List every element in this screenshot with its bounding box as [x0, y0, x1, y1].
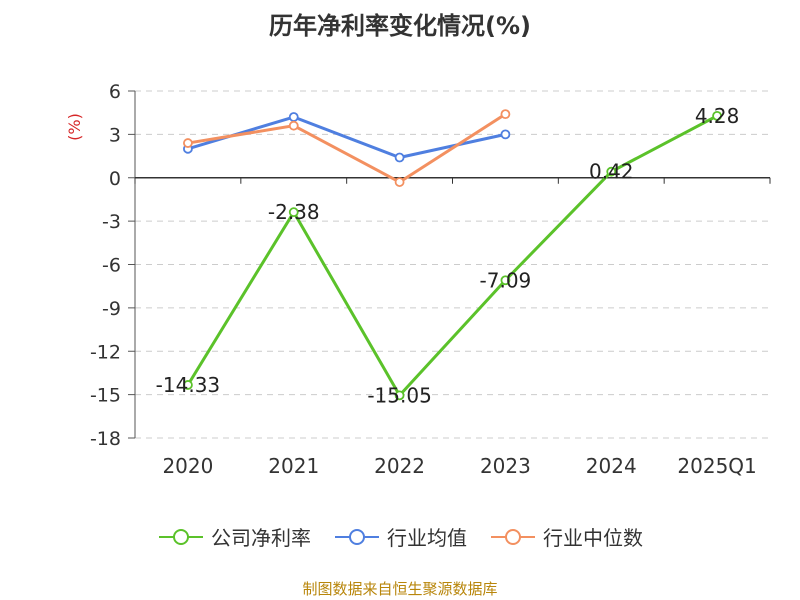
legend-label: 行业中位数 [543, 526, 643, 550]
data-point [183, 380, 193, 390]
y-tick-label: 0 [109, 168, 121, 190]
data-point [183, 138, 193, 148]
series-layer [183, 109, 722, 401]
data-label: -7.09 [480, 268, 532, 292]
data-point [288, 120, 299, 131]
data-point [394, 152, 405, 163]
data-label: -14.33 [156, 373, 220, 397]
series-line [187, 115, 506, 160]
data-point [288, 207, 299, 218]
data-point [500, 275, 511, 286]
y-tick-label: -6 [102, 255, 121, 277]
series-line [187, 112, 507, 184]
legend-label: 行业均值 [387, 526, 467, 550]
x-tick-label: 2021 [268, 454, 319, 478]
y-tick-label: 3 [109, 124, 121, 146]
legend-marker-icon [491, 528, 535, 545]
series-line [186, 114, 718, 397]
data-point [394, 390, 405, 401]
x-tick-label: 2020 [162, 454, 213, 478]
data-point [500, 129, 511, 140]
data-point [288, 112, 299, 122]
y-tick-label: -9 [102, 298, 121, 320]
data-label: -2.38 [268, 200, 320, 224]
y-tick-label: -15 [90, 385, 121, 407]
y-tick-label: 6 [109, 81, 121, 103]
data-point [500, 109, 511, 120]
data-label: 0.42 [589, 160, 634, 184]
x-tick-label: 2023 [480, 454, 531, 478]
data-point [394, 177, 405, 187]
legend-item[interactable]: 行业均值 [333, 522, 467, 551]
legend-label: 公司净利率 [211, 526, 311, 550]
data-label-layer: -14.33 -2.38 -15.05 -7.09 0.42 4.28 [156, 104, 740, 407]
y-axis-title: (%) [65, 113, 84, 141]
y-tick-label: -18 [90, 428, 121, 450]
x-tick-label: 2025Q1 [677, 454, 756, 478]
data-point [606, 166, 617, 177]
legend-item[interactable]: 公司净利率 [157, 522, 311, 551]
legend-marker-icon [335, 528, 379, 545]
legend-marker-icon [159, 528, 203, 545]
x-tick-label: 2024 [586, 454, 637, 478]
data-label: 4.28 [695, 104, 740, 128]
y-tick-label: -12 [90, 341, 121, 363]
y-tick-label: -3 [102, 211, 121, 233]
source-note: 制图数据来自恒生聚源数据库 [302, 580, 498, 598]
legend-item[interactable]: 行业中位数 [489, 522, 643, 551]
data-point [712, 110, 722, 121]
x-tick-label: 2022 [374, 454, 425, 478]
axis-layer: 6 3 0 -3 -6 -9 -12 -15 -18 2020 2021 2022 2023 2024 20… [65, 81, 771, 478]
data-label: -15.05 [367, 383, 431, 407]
legend: 公司净利率 行业均值 行业中位数 [0, 522, 800, 551]
grid-layer [135, 90, 770, 439]
chart-title: 历年净利率变化情况(%) [269, 12, 531, 40]
